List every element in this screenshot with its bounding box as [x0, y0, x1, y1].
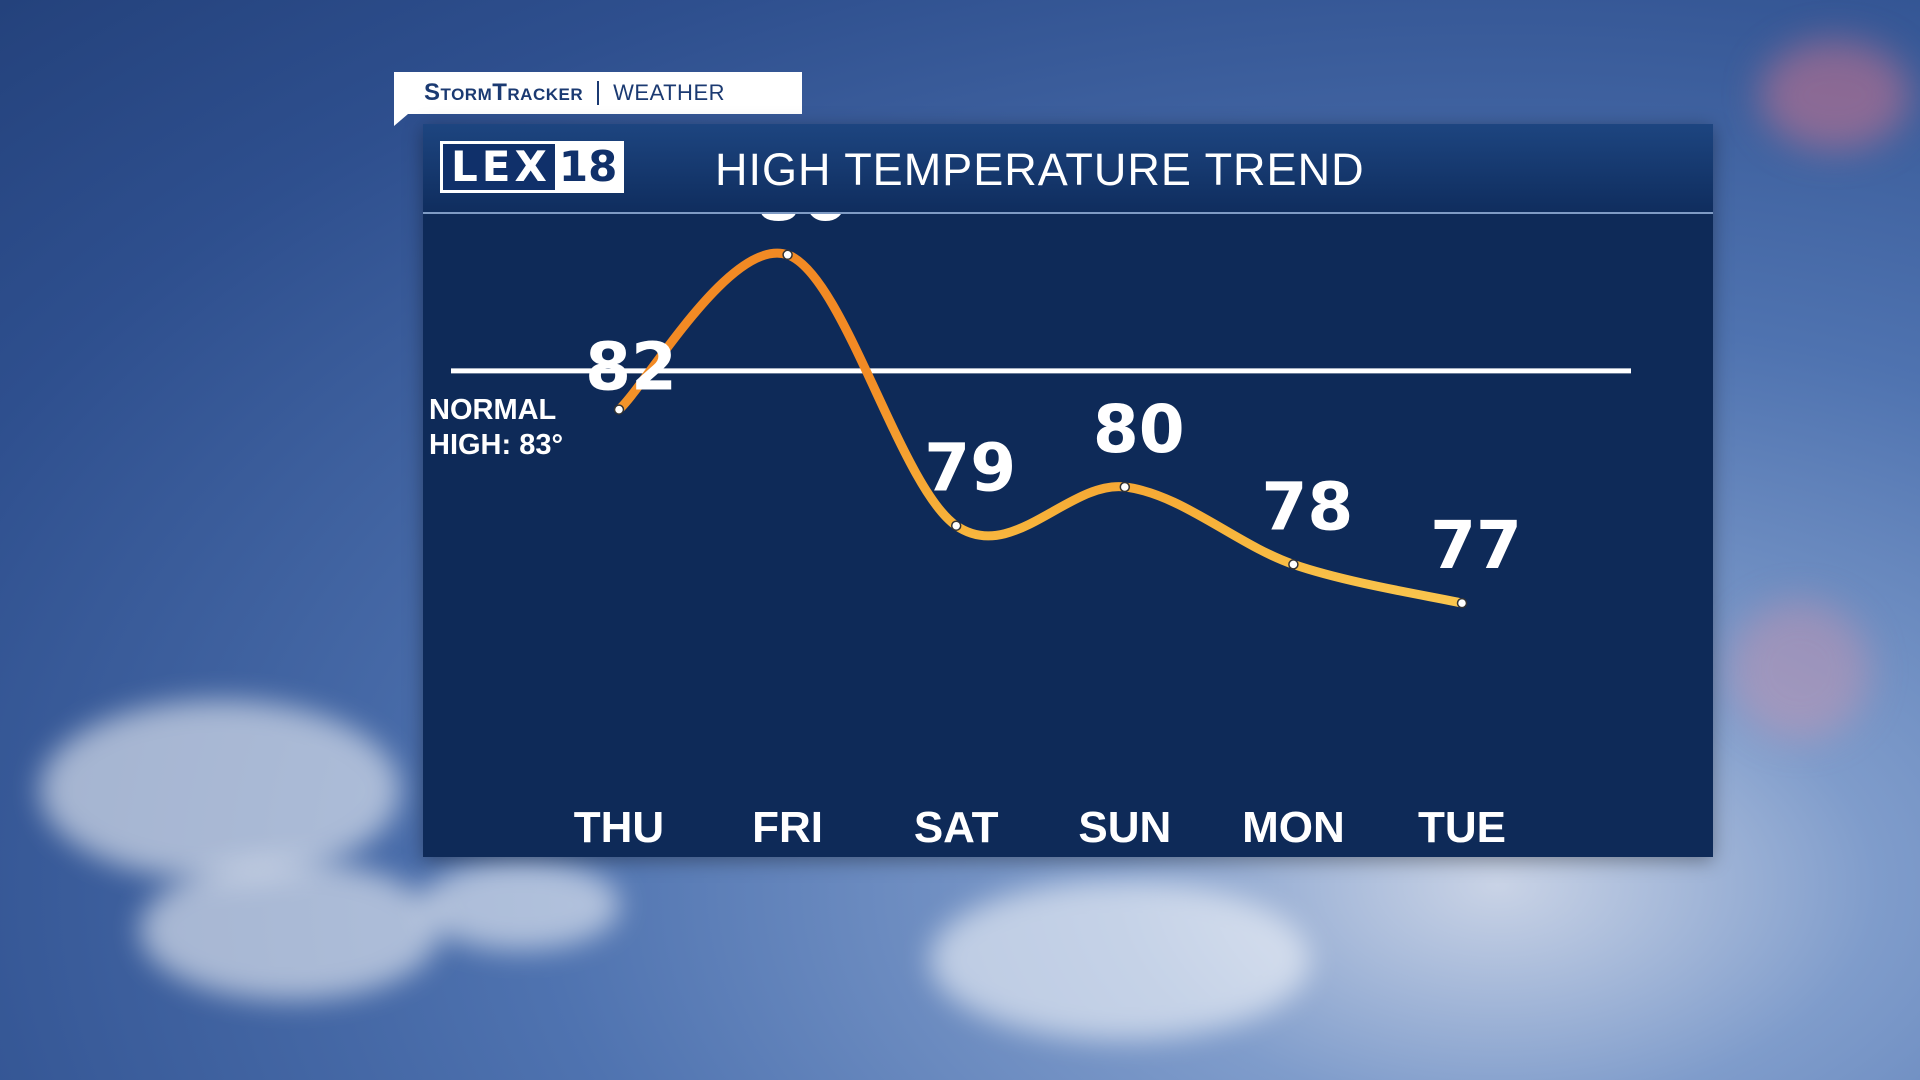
- data-label-tue: 77: [1430, 507, 1522, 584]
- cloud: [930, 880, 1310, 1040]
- brand-name: StormTracker: [424, 79, 584, 106]
- brand-tag: StormTracker WEATHER: [394, 72, 802, 114]
- data-point-sun: [1119, 481, 1131, 493]
- logo-text: LEX: [451, 142, 551, 191]
- normal-high-label-line2: HIGH: 83°: [429, 429, 563, 461]
- data-point-tue: [1456, 597, 1468, 609]
- lens-flare: [1760, 40, 1910, 150]
- data-label-sat: 79: [924, 430, 1016, 507]
- data-point-thu: [613, 404, 625, 415]
- x-tick-sat: SAT: [914, 803, 999, 852]
- cloud: [140, 860, 440, 1000]
- data-label-mon: 78: [1261, 468, 1353, 545]
- chart-panel: LEX 18 HIGH TEMPERATURE TREND NORMAL HIG…: [423, 124, 1713, 857]
- x-tick-mon: MON: [1242, 803, 1345, 852]
- station-logo: LEX 18: [440, 141, 624, 193]
- brand-divider: [597, 81, 600, 105]
- x-tick-thu: THU: [574, 803, 664, 852]
- data-label-sun: 80: [1093, 391, 1185, 468]
- data-label-thu: 82: [585, 329, 677, 406]
- brand-tag-notch: [394, 114, 408, 126]
- lens-flare: [1730, 600, 1870, 740]
- cloud: [40, 700, 400, 880]
- data-label-fri: 86: [756, 214, 848, 236]
- temperature-chart: NORMAL HIGH: 83° 82 THU 86 FRI 79 SAT 80 SUN 78 M…: [429, 214, 1631, 852]
- data-point-fri: [782, 249, 793, 261]
- x-tick-tue: TUE: [1418, 803, 1506, 852]
- data-point-sat: [950, 520, 962, 531]
- x-tick-fri: FRI: [752, 803, 823, 852]
- logo-number: 18: [554, 144, 622, 190]
- cloud: [420, 860, 620, 950]
- page-title: HIGH TEMPERATURE TREND: [715, 144, 1365, 195]
- temperature-series-line: [614, 248, 1467, 608]
- x-tick-sun: SUN: [1078, 803, 1171, 852]
- data-point-mon: [1288, 559, 1299, 570]
- brand-section: WEATHER: [613, 80, 726, 105]
- normal-high-label-line1: NORMAL: [429, 394, 556, 426]
- panel-header: LEX 18 HIGH TEMPERATURE TREND: [423, 124, 1713, 214]
